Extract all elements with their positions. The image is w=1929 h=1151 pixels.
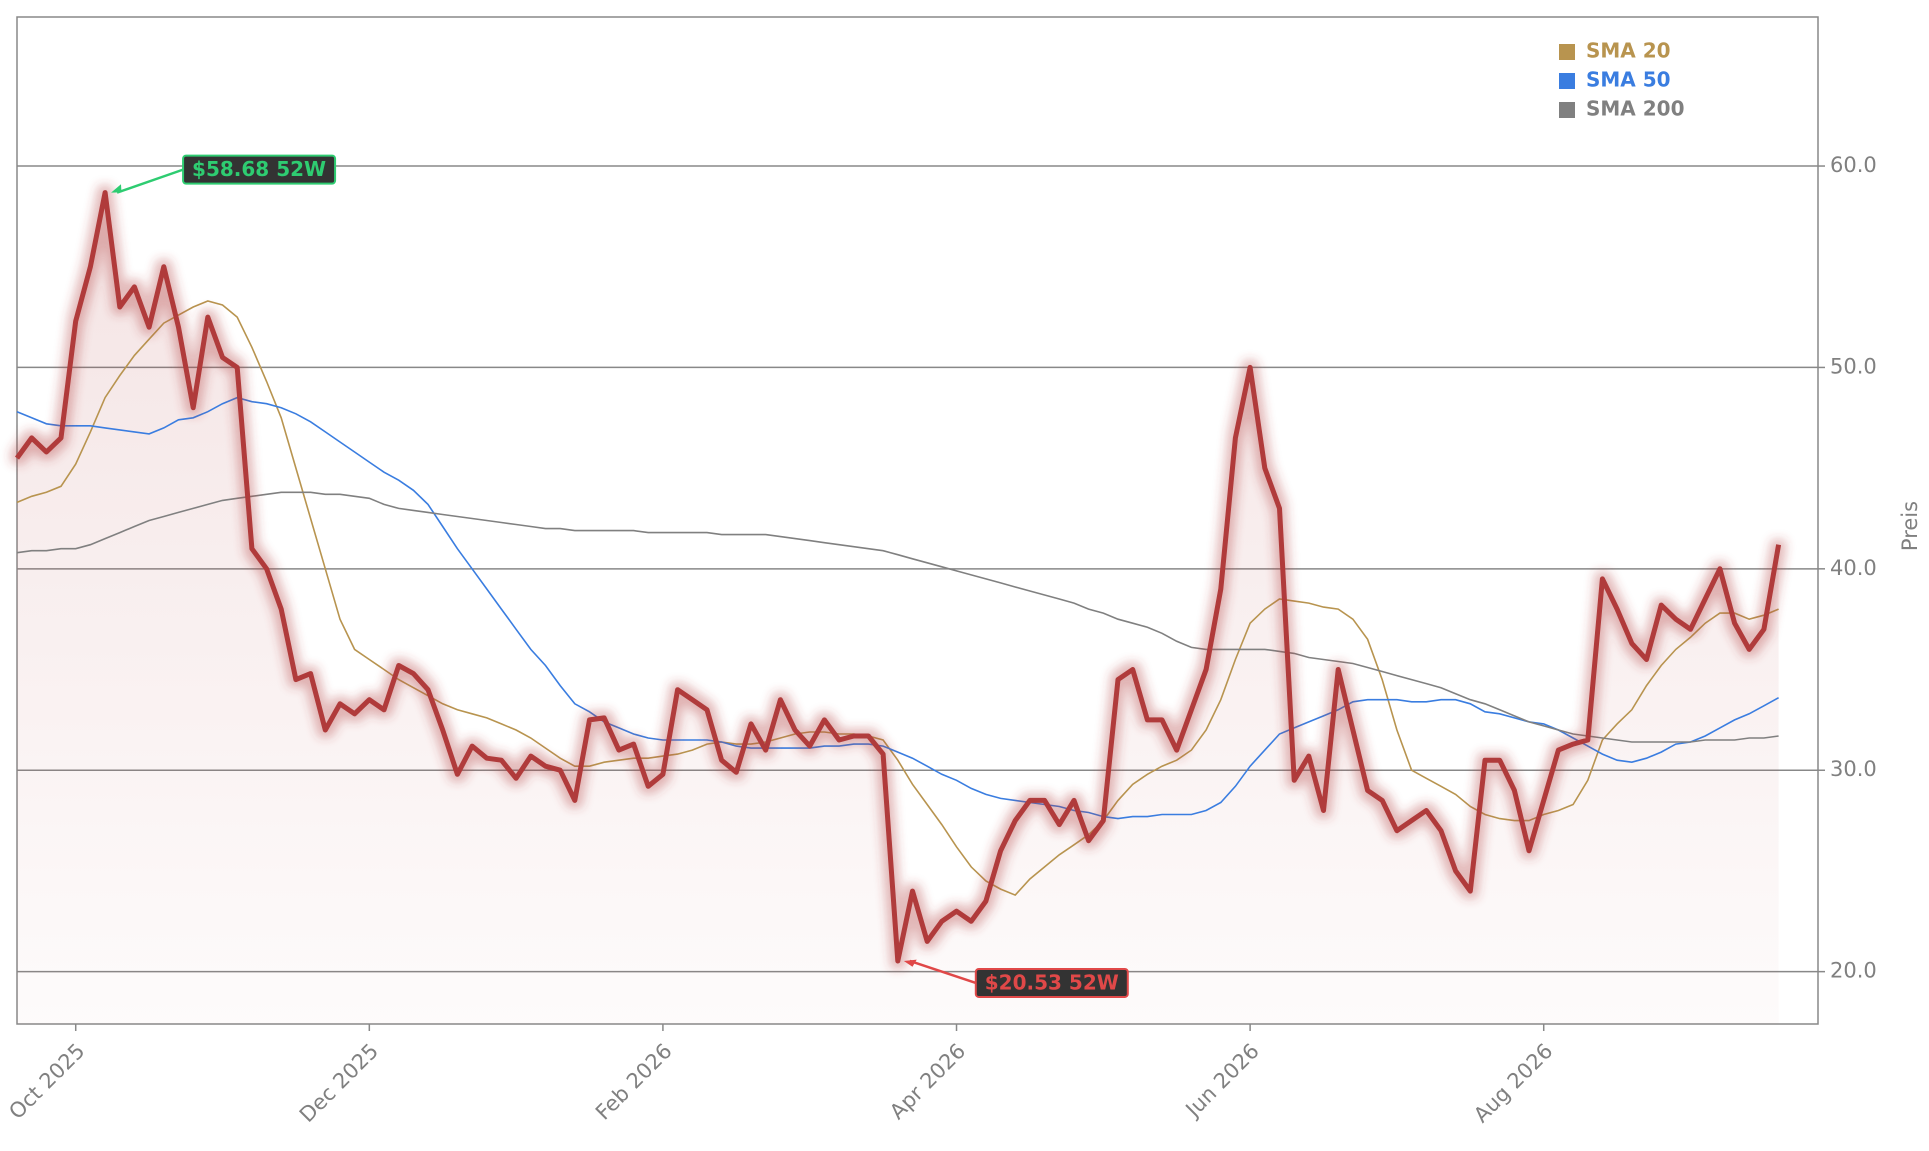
legend-label: SMA 20 [1586,39,1671,63]
annotation-text: $20.53 52W [985,970,1119,994]
y-tick-label: 40.0 [1830,556,1877,580]
sma-line [16,300,1779,897]
annotation-arrowhead [111,184,122,193]
y-tick-label: 30.0 [1830,757,1877,781]
x-tick-label: Jun 2026 [1180,1039,1264,1123]
annotation-arrow [116,168,184,194]
annotation-text: $58.68 52W [192,157,326,181]
y-tick-label: 60.0 [1830,153,1877,177]
x-tick-label: Dec 2025 [295,1039,383,1127]
y-axis-label: Preis [1898,501,1922,551]
x-tick-label: Feb 2026 [591,1039,677,1125]
annotation-arrow [909,959,977,985]
legend-label: SMA 50 [1586,68,1671,92]
price-area [17,192,1779,1025]
y-tick-label: 20.0 [1830,959,1877,983]
legend-swatch [1559,73,1575,89]
sma-line [16,396,1779,820]
x-tick-label: Apr 2026 [885,1039,970,1124]
annotation-box [974,967,1129,998]
legend-label: SMA 200 [1586,97,1685,121]
y-tick-label: 50.0 [1830,354,1877,378]
x-tick-label: Aug 2026 [1469,1039,1557,1127]
annotation-box [182,154,337,185]
sma-line [16,491,1779,743]
x-tick-label: Oct 2025 [4,1039,89,1124]
annotation-arrowhead [903,959,917,967]
price-line [14,190,1782,964]
legend-swatch [1559,102,1575,118]
legend-swatch [1559,44,1575,60]
